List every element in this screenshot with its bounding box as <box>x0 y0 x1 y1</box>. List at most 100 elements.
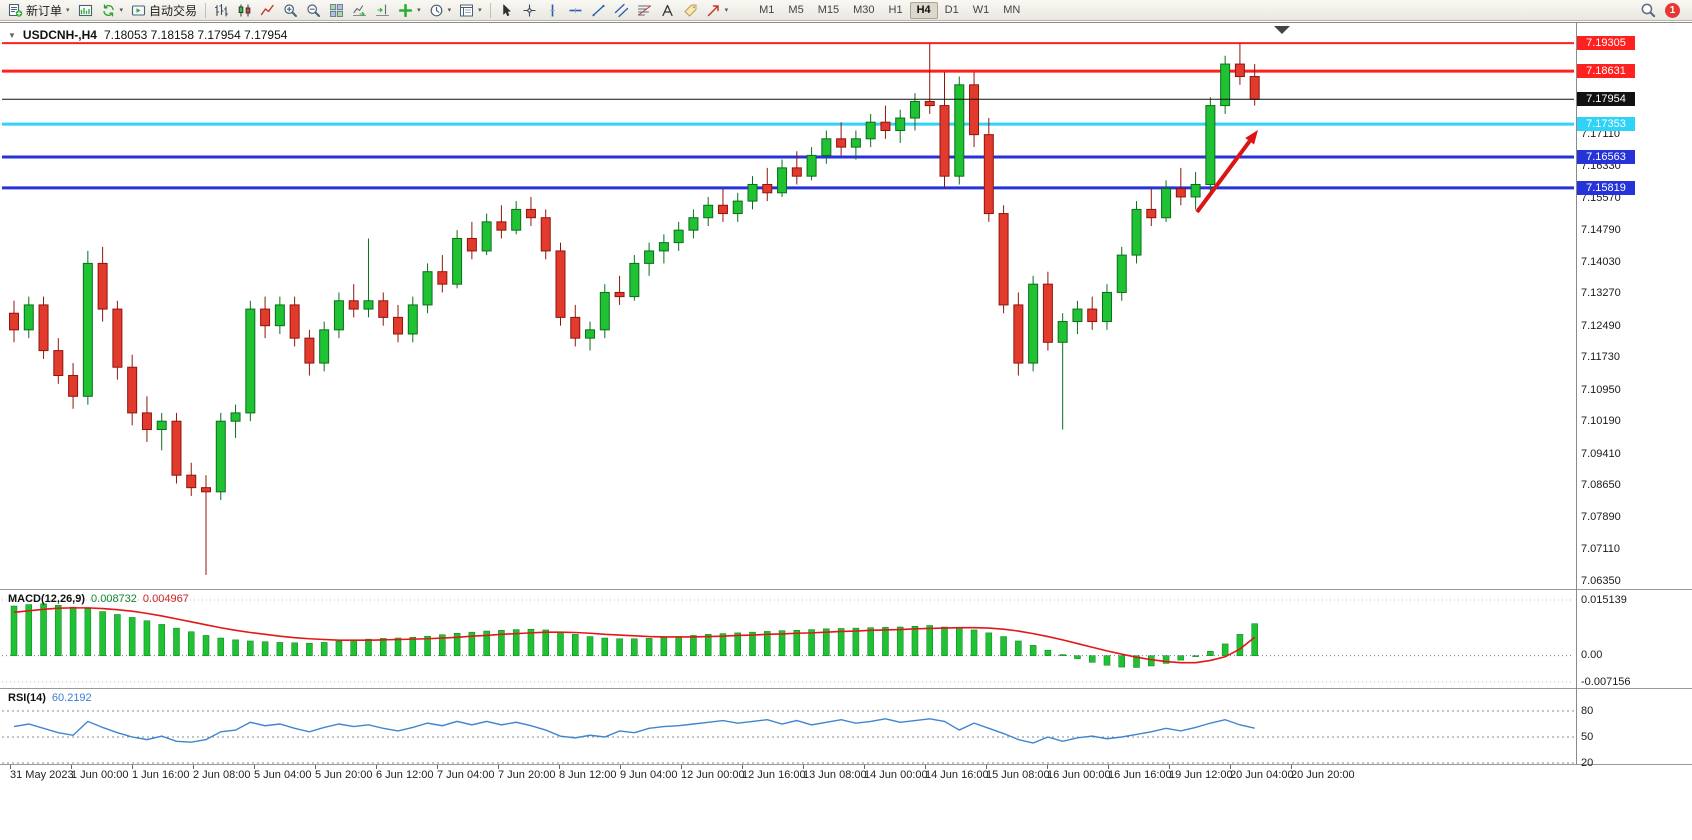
price-line-badge: 7.16563 <box>1577 149 1635 164</box>
time-axis-label: 9 Jun 04:00 <box>620 769 678 781</box>
chart-window: ▼ USDCNH-,H4 7.18053 7.18158 7.17954 7.1… <box>0 21 1692 840</box>
indicators-button[interactable]: ▾ <box>394 1 425 20</box>
channel-icon <box>614 3 629 18</box>
cursor-button[interactable] <box>495 1 518 20</box>
price-axis-label: 7.13270 <box>1581 287 1621 300</box>
candlestick-chart-button[interactable] <box>233 1 256 20</box>
current-price-badge: 7.17954 <box>1577 92 1635 107</box>
price-axis-label: 7.06350 <box>1581 574 1621 587</box>
macd-main-value: 0.008732 <box>91 593 137 605</box>
price-axis-label: 7.07110 <box>1581 543 1620 556</box>
rsi-axis-label: 50 <box>1581 730 1594 743</box>
line-chart-icon <box>260 3 275 18</box>
time-axis-label: 6 Jun 12:00 <box>376 769 434 781</box>
crosshair-button[interactable] <box>518 1 541 20</box>
time-axis-tick <box>1230 765 1231 769</box>
shift-icon <box>375 3 390 18</box>
rsi-axis-label: 20 <box>1581 756 1594 769</box>
trend-arrow <box>1195 130 1258 214</box>
candles-icon <box>237 3 252 18</box>
horizontal-line-icon <box>568 3 583 18</box>
line-chart-button[interactable] <box>256 1 279 20</box>
periods-icon <box>429 3 444 18</box>
label-icon <box>683 3 698 18</box>
panel-separator[interactable] <box>0 688 1692 689</box>
price-axis-label: 7.14790 <box>1581 224 1621 237</box>
chevron-down-icon: ▾ <box>447 7 452 14</box>
timeframe-button-h1[interactable]: H1 <box>882 2 910 19</box>
price-axis-label: 7.07890 <box>1581 510 1621 523</box>
zoom-in-button[interactable] <box>279 1 302 20</box>
time-axis-label: 31 May 2023 <box>10 769 74 781</box>
trendline-button[interactable] <box>587 1 610 20</box>
templates-icon <box>459 3 474 18</box>
time-axis-label: 8 Jun 12:00 <box>559 769 617 781</box>
time-axis-tick <box>803 765 804 769</box>
chart-shift-button[interactable] <box>371 1 394 20</box>
rsi-panel[interactable] <box>0 690 1692 764</box>
fibonacci-button[interactable] <box>633 1 656 20</box>
profiles-button[interactable]: ▾ <box>97 1 128 20</box>
price-axis-label: 7.10190 <box>1581 415 1621 428</box>
toolbar: 新订单 ▾ ▾ 自动交易 <box>0 0 1692 21</box>
bar-chart-button[interactable] <box>210 1 233 20</box>
price-axis-label: 7.14030 <box>1581 255 1621 268</box>
time-axis-label: 20 Jun 20:00 <box>1291 769 1355 781</box>
time-axis-label: 5 Jun 20:00 <box>315 769 373 781</box>
time-axis-label: 5 Jun 04:00 <box>254 769 312 781</box>
timeframe-button-mn[interactable]: MN <box>996 2 1027 19</box>
time-axis-label: 15 Jun 08:00 <box>986 769 1050 781</box>
text-button[interactable] <box>656 1 679 20</box>
price-axis-border <box>1576 23 1577 765</box>
time-axis-tick <box>681 765 682 769</box>
time-axis-tick <box>498 765 499 769</box>
notification-badge[interactable]: 1 <box>1665 2 1680 18</box>
vertical-line-icon <box>545 3 560 18</box>
collapse-icon[interactable]: ▼ <box>8 30 16 40</box>
timeframe-button-m30[interactable]: M30 <box>846 2 881 19</box>
autoscroll-button[interactable] <box>348 1 371 20</box>
timeframe-button-d1[interactable]: D1 <box>938 2 966 19</box>
bars-icon <box>214 3 229 18</box>
macd-label: MACD(12,26,9) 0.008732 0.004967 <box>8 593 189 605</box>
price-line-badge: 7.17353 <box>1577 117 1635 132</box>
time-axis-label: 1 Jun 00:00 <box>71 769 129 781</box>
price-axis-label: 7.11730 <box>1581 351 1620 364</box>
timeframe-button-m5[interactable]: M5 <box>781 2 810 19</box>
algo-trading-button[interactable]: 自动交易 <box>127 1 201 20</box>
tile-windows-button[interactable] <box>325 1 348 20</box>
rsi-value: 60.2192 <box>51 692 92 704</box>
label-button[interactable] <box>679 1 702 20</box>
time-axis-label: 14 Jun 16:00 <box>925 769 989 781</box>
time-axis-tick <box>254 765 255 769</box>
horizontal-line-button[interactable] <box>564 1 587 20</box>
timeframe-button-h4[interactable]: H4 <box>909 1 938 19</box>
price-axis-label: 7.08650 <box>1581 479 1621 492</box>
timeframe-button-m1[interactable]: M1 <box>752 2 781 19</box>
arrows-button[interactable]: ▾ <box>702 1 733 20</box>
vertical-line-button[interactable] <box>541 1 564 20</box>
time-axis-label: 16 Jun 00:00 <box>1047 769 1111 781</box>
time-axis-label: 7 Jun 20:00 <box>498 769 556 781</box>
price-line-badge: 7.19305 <box>1577 36 1635 51</box>
chevron-down-icon: ▾ <box>119 7 124 14</box>
time-axis-tick <box>620 765 621 769</box>
price-axis-label: 7.10950 <box>1581 383 1621 396</box>
time-axis-label: 1 Jun 16:00 <box>132 769 190 781</box>
timeframe-button-w1[interactable]: W1 <box>966 2 997 19</box>
tile-windows-icon <box>329 3 344 18</box>
panel-separator[interactable] <box>0 589 1692 590</box>
zoom-out-button[interactable] <box>302 1 325 20</box>
templates-button[interactable]: ▾ <box>455 1 486 20</box>
timeframe-button-m15[interactable]: M15 <box>811 2 846 19</box>
horizontal-lines <box>2 42 1574 190</box>
new-order-button[interactable]: 新订单 ▾ <box>4 1 74 20</box>
macd-panel[interactable] <box>0 591 1692 688</box>
search-icon[interactable] <box>1640 2 1656 18</box>
channel-button[interactable] <box>610 1 633 20</box>
rsi-axis-label: 80 <box>1581 704 1594 717</box>
new-chart-button[interactable] <box>74 1 97 20</box>
periods-button[interactable]: ▾ <box>425 1 456 20</box>
symbol-period-label: USDCNH-,H4 <box>22 28 97 42</box>
price-chart[interactable] <box>0 24 1692 588</box>
